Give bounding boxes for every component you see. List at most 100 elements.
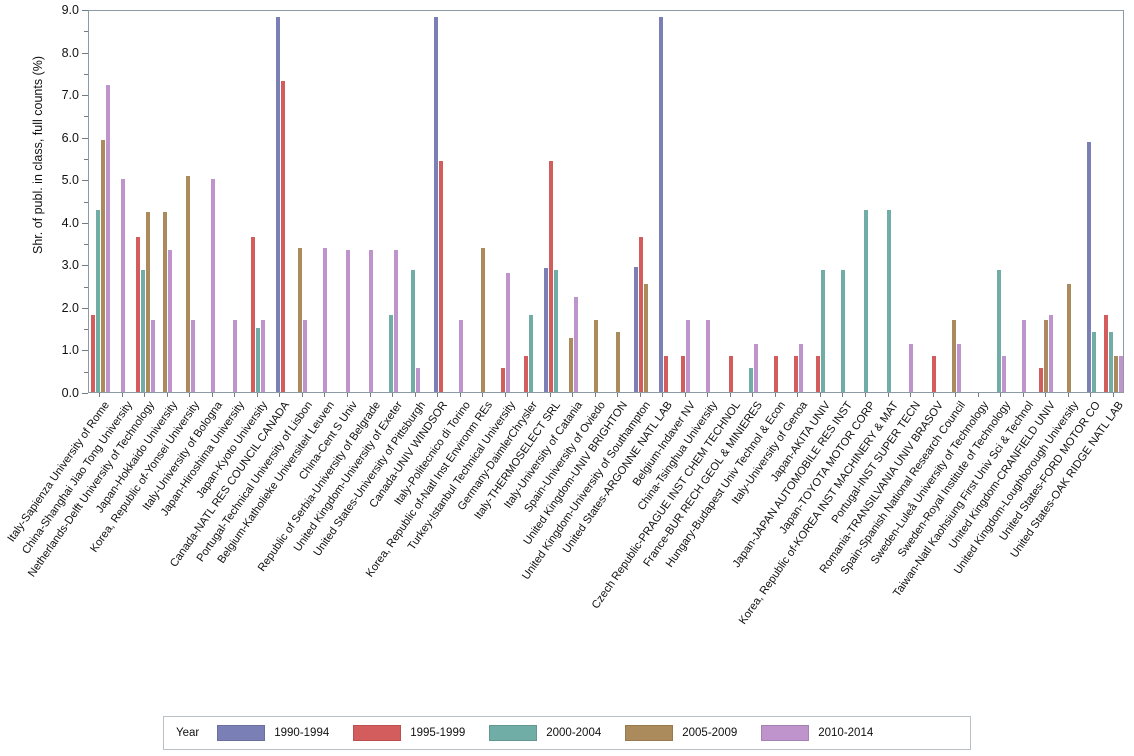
y-tick-label: 4.0 — [61, 215, 79, 230]
bar — [956, 344, 961, 392]
x-tick-mark — [301, 393, 303, 397]
legend-item[interactable]: 2010-2014 — [761, 725, 873, 741]
bar — [706, 319, 711, 392]
bar-group — [945, 11, 968, 392]
bar-group — [517, 11, 540, 392]
bar — [411, 269, 416, 392]
x-tick-mark — [504, 393, 506, 397]
bar — [543, 267, 548, 392]
x-tick-mark — [977, 393, 979, 397]
x-tick-mark — [910, 393, 912, 397]
bar-group — [539, 11, 562, 392]
bar — [233, 319, 238, 392]
x-tick-mark — [166, 393, 168, 397]
legend-item[interactable]: 1990-1994 — [217, 725, 329, 741]
x-tick-mark — [414, 393, 416, 397]
bar — [1044, 319, 1049, 392]
bar — [280, 81, 285, 392]
bar-group — [630, 11, 653, 392]
bar — [1114, 356, 1119, 392]
x-tick-mark — [347, 393, 348, 397]
bar — [686, 319, 691, 392]
bar — [416, 368, 421, 392]
bar-group — [314, 11, 337, 392]
bar — [150, 319, 155, 392]
x-tick-mark — [144, 393, 146, 397]
legend-item[interactable]: 1995-1999 — [353, 725, 465, 741]
bar — [931, 356, 936, 392]
bar — [303, 319, 308, 392]
bar — [658, 16, 663, 392]
bar-group — [359, 11, 382, 392]
bar — [773, 356, 778, 392]
x-tick-mark — [189, 393, 191, 397]
bar — [548, 160, 553, 392]
bar-group — [269, 11, 292, 392]
x-tick-mark — [797, 393, 799, 397]
x-tick-mark — [99, 393, 101, 397]
bar-group — [1035, 11, 1058, 392]
y-minor-tick-mark — [84, 73, 88, 75]
bar — [909, 344, 914, 392]
bar-group — [112, 11, 135, 392]
x-tick-mark — [549, 393, 551, 397]
legend: Year 1990-1994 1995-1999 2000-2004 2005-200… — [163, 716, 971, 750]
legend-swatch — [217, 725, 266, 741]
bar — [616, 332, 621, 392]
bar-group — [134, 11, 157, 392]
bar — [105, 84, 110, 392]
bar — [1066, 283, 1071, 392]
bar-group — [494, 11, 517, 392]
bar — [145, 212, 150, 392]
bar — [841, 269, 846, 392]
bar-group — [1080, 11, 1103, 392]
bar — [388, 315, 393, 392]
bar — [821, 269, 826, 392]
bar-group — [675, 11, 698, 392]
legend-item[interactable]: 2000-2004 — [489, 725, 601, 741]
bar-group — [990, 11, 1013, 392]
bar — [250, 236, 255, 392]
bar — [1039, 368, 1044, 392]
bar-group — [584, 11, 607, 392]
y-tick-mark — [82, 222, 88, 224]
bar — [260, 319, 265, 392]
bar — [1091, 332, 1096, 392]
x-tick-mark — [617, 393, 619, 397]
bar — [728, 356, 733, 392]
bar-group — [810, 11, 833, 392]
y-tick-label: 7.0 — [61, 88, 79, 103]
y-tick-label: 6.0 — [61, 130, 79, 145]
bar — [368, 249, 373, 392]
y-minor-tick-mark — [84, 329, 88, 331]
bar — [298, 248, 303, 392]
y-tick-mark — [82, 265, 88, 267]
y-minor-tick-mark — [84, 286, 88, 288]
y-tick-label: 5.0 — [61, 173, 79, 188]
x-tick-mark — [684, 393, 686, 397]
x-tick-mark — [121, 393, 123, 397]
legend-swatch — [625, 725, 674, 741]
y-tick-label: 3.0 — [61, 258, 79, 273]
x-tick-mark — [729, 393, 731, 397]
x-tick-mark — [1090, 393, 1092, 397]
x-tick-mark — [572, 393, 574, 397]
bar-group — [1102, 11, 1125, 392]
bar — [593, 319, 598, 392]
x-tick-mark — [234, 393, 236, 397]
y-minor-tick-mark — [84, 116, 88, 118]
bar-group — [742, 11, 765, 392]
x-tick-mark — [369, 393, 371, 397]
bar-group — [179, 11, 202, 392]
y-minor-tick-mark — [84, 371, 88, 373]
bar — [816, 356, 821, 392]
plot-area — [88, 10, 1124, 393]
y-tick-mark — [82, 350, 88, 352]
bar-group — [562, 11, 585, 392]
legend-item[interactable]: 2005-2009 — [625, 725, 737, 741]
bar-group — [877, 11, 900, 392]
bar-group — [922, 11, 945, 392]
bar — [1049, 315, 1054, 392]
x-tick-mark — [932, 393, 934, 397]
